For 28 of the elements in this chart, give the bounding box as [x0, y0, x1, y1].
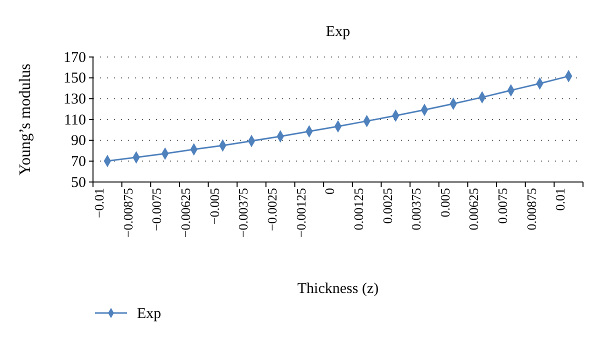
y-axis-title: Young’s modulus: [17, 64, 34, 176]
x-tick-label: 0.005: [437, 188, 452, 218]
x-tick-label: −0.0025: [264, 188, 280, 232]
x-tick-label: −0.00125: [293, 188, 308, 238]
x-tick-label: −0.01: [92, 188, 107, 218]
y-tick-label: 150: [64, 70, 86, 87]
x-tick-label: 0.0025: [380, 188, 395, 224]
x-tick-label: 0: [322, 188, 338, 194]
x-tick-label: 0.00375: [408, 188, 424, 230]
y-tick-label: 110: [64, 112, 86, 128]
y-tick-label: 70: [71, 154, 86, 170]
x-tick-label: −0.00875: [120, 188, 136, 238]
x-axis-title: Thickness (z): [297, 281, 379, 297]
y-tick-label: 90: [71, 133, 86, 150]
x-tick-label: −0.0075: [149, 188, 164, 232]
x-tick-label: −0.00625: [178, 188, 193, 238]
x-tick-label: 0.01: [552, 188, 568, 211]
legend-label: Exp: [137, 306, 162, 322]
x-tick-label: 0.00875: [524, 188, 539, 230]
x-tick-label: −0.00375: [236, 188, 251, 238]
y-tick-label: 130: [64, 91, 86, 108]
chart-title: Exp: [326, 24, 350, 40]
x-tick-label: 0.00625: [466, 188, 482, 230]
x-tick-label: 0.00125: [350, 188, 366, 230]
x-tick-label: −0.005: [206, 188, 222, 225]
x-tick-label: 0.0075: [495, 188, 510, 224]
y-tick-label: 50: [71, 174, 86, 191]
y-tick-label: 170: [64, 50, 86, 66]
